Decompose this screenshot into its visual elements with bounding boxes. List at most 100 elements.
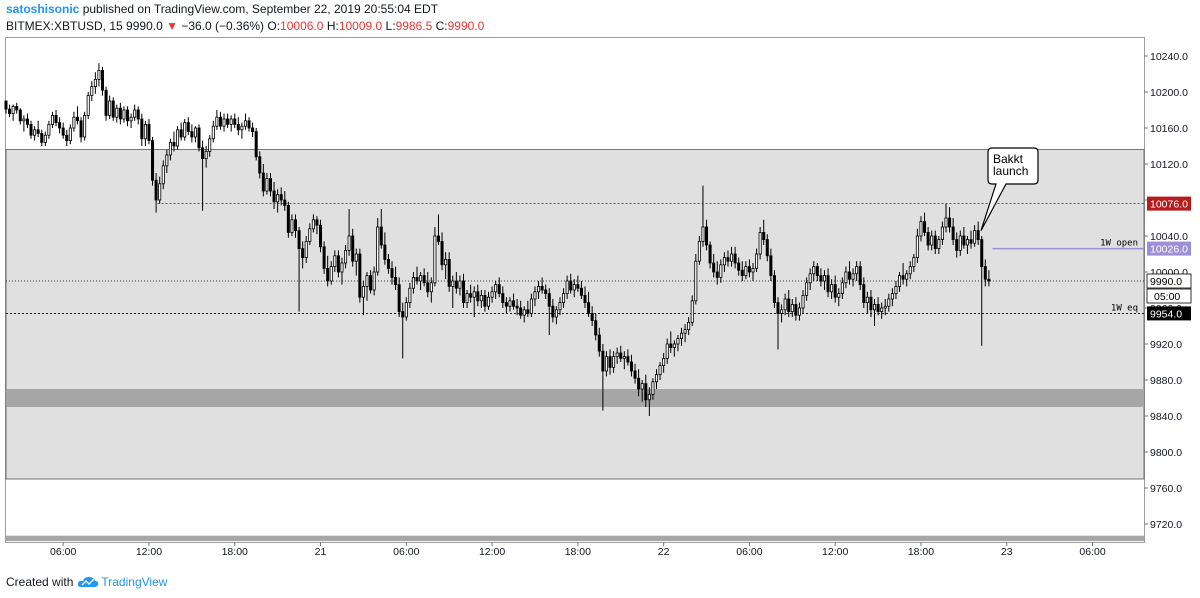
candle-body	[869, 296, 873, 311]
candle-body	[980, 239, 984, 268]
candle-body	[286, 204, 290, 233]
candle-body	[454, 280, 458, 289]
candle-body	[422, 275, 426, 284]
candle-body	[322, 246, 326, 269]
candle-body	[855, 266, 859, 275]
candle-body	[433, 235, 437, 284]
candle-body	[937, 239, 941, 250]
published-text: published on TradingView.com, September …	[82, 2, 439, 16]
close-value: 9990.0	[447, 19, 485, 33]
candle-body	[193, 127, 197, 138]
candle-body	[111, 100, 115, 118]
candle-body	[186, 122, 190, 132]
time-tick-label: 12:00	[822, 546, 848, 558]
candle-body	[336, 255, 340, 273]
candle-body	[72, 116, 76, 129]
candle-body	[297, 230, 301, 250]
low-value: 9986.5	[395, 19, 433, 33]
candle-body	[676, 338, 680, 345]
price-label-box	[1147, 196, 1191, 211]
candle-body	[451, 280, 455, 287]
price-label-box	[1146, 273, 1192, 289]
candle-body	[161, 165, 165, 185]
candle-body	[965, 239, 969, 246]
candle-body	[669, 343, 673, 348]
candle-body	[894, 285, 898, 294]
candle-body	[705, 226, 709, 246]
candle-body	[243, 120, 247, 127]
chart-frame[interactable]	[5, 37, 1145, 543]
candle-body	[594, 320, 598, 336]
candle-body	[369, 275, 373, 291]
candle-body	[394, 276, 398, 285]
candle-body	[133, 109, 137, 118]
candle-body	[490, 291, 494, 298]
countdown-box	[1146, 288, 1192, 304]
callout-bubble	[980, 147, 1039, 231]
candle-body	[672, 343, 676, 348]
price-label: 9990.0	[1150, 276, 1182, 288]
time-tick-label: 06:00	[50, 546, 76, 558]
candle-body	[905, 273, 909, 280]
candle-body	[118, 107, 122, 120]
candle-body	[479, 294, 483, 302]
candle-body	[805, 282, 809, 296]
candle-body	[504, 302, 508, 307]
candle-body	[319, 224, 323, 248]
candle-body	[755, 253, 759, 269]
candle-body	[930, 235, 934, 246]
candle-body	[254, 131, 258, 158]
candle-body	[315, 219, 319, 226]
candle-body	[944, 217, 948, 228]
candle-body	[18, 109, 22, 122]
candle-body	[637, 377, 641, 390]
candle-body	[333, 255, 337, 268]
author-name[interactable]: satoshisonic	[6, 2, 80, 16]
candle-body	[708, 244, 712, 264]
candle-body	[862, 284, 866, 304]
candle-body	[86, 95, 90, 116]
candle-body	[390, 267, 394, 278]
candle-body	[583, 294, 587, 303]
candle-body	[268, 177, 272, 192]
candle-body	[226, 118, 230, 125]
close-label: C:	[435, 19, 448, 33]
candle-body	[458, 280, 462, 289]
candle-body	[204, 150, 208, 159]
candle-body	[301, 248, 305, 259]
tradingview-logo[interactable]: TradingView	[77, 575, 167, 589]
candle-body	[100, 70, 105, 91]
candle-body	[411, 276, 415, 289]
candle-body	[701, 226, 705, 242]
candle-body	[122, 109, 126, 120]
candle-body	[962, 235, 966, 246]
price-tick-label: 10160.0	[1150, 123, 1188, 135]
ohlc-legend: BITMEX:XBTUSD, 15 9990.0 ▼ −36.0 (−0.36%…	[6, 19, 484, 33]
price-label-box	[1147, 306, 1191, 321]
candle-body	[769, 255, 773, 277]
candle-body	[955, 239, 959, 251]
candle-body	[783, 298, 787, 311]
candle-body	[258, 156, 262, 174]
candle-body	[787, 298, 791, 312]
candle-body	[472, 291, 476, 298]
candle-body	[719, 264, 723, 278]
candle-body	[919, 221, 923, 237]
candle-body	[744, 266, 748, 277]
candle-body	[429, 282, 433, 293]
candle-body	[165, 154, 169, 167]
callout-text: Bakkt	[993, 152, 1024, 166]
candle-body	[569, 280, 573, 291]
candle-body	[68, 127, 72, 141]
time-tick-label: 06:00	[1079, 546, 1105, 558]
candle-body	[176, 129, 180, 147]
candle-body	[344, 249, 348, 264]
price-tick-label: 10040.0	[1150, 231, 1188, 243]
candle-body	[647, 393, 651, 401]
candle-body	[347, 235, 351, 251]
price-change: −36.0 (−0.36%)	[181, 19, 265, 33]
candle-body	[690, 300, 694, 323]
candle-body	[983, 266, 987, 280]
price-tick-label: 10200.0	[1150, 87, 1188, 99]
